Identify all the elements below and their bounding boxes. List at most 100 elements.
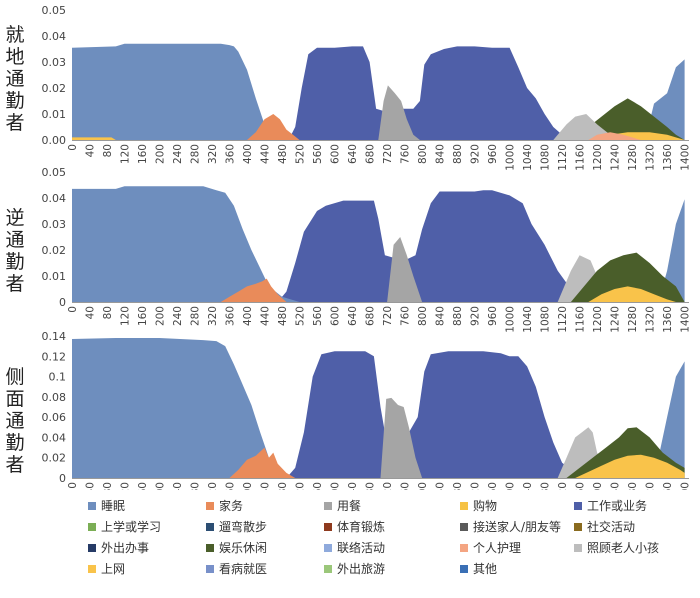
area-睡眠	[72, 338, 685, 478]
area-个人护理	[588, 132, 641, 140]
x-tick-label: 320	[207, 144, 219, 164]
legend-swatch	[88, 502, 96, 510]
area-睡眠	[72, 43, 685, 140]
legend-swatch	[460, 502, 468, 510]
legend-item: 用餐	[324, 498, 361, 514]
legend-swatch	[206, 523, 214, 531]
legend-swatch	[324, 502, 332, 510]
panel-0: 0.00 0.01 0.02 0.03 0.04 0.05 0 40 80 120 160 200 24…	[42, 4, 692, 171]
legend-label: 用餐	[337, 499, 362, 513]
y-tick-label: 0.05	[42, 4, 67, 17]
legend-swatch	[206, 565, 214, 573]
x-tick-label: 0	[67, 482, 79, 489]
x-tick-label: 560	[312, 306, 324, 326]
x-tick-label: 480	[277, 306, 289, 326]
legend-swatch	[88, 544, 96, 552]
legend-swatch	[206, 502, 214, 510]
x-tick-label: 800	[417, 144, 429, 164]
x-tick-label: 400	[242, 144, 254, 164]
y-tick-label: 0.06	[42, 411, 67, 424]
legend-swatch	[324, 544, 332, 552]
x-tick-label: 880	[452, 482, 464, 490]
y-tick-label: 0.08	[42, 391, 67, 404]
legend-item: 工作或业务	[574, 498, 647, 514]
legend-item: 社交活动	[574, 519, 635, 535]
x-tick-label: 1000	[505, 306, 517, 333]
x-tick-label: 640	[347, 144, 359, 164]
x-tick-label: 480	[277, 144, 289, 164]
x-tick-label: 160	[137, 482, 149, 490]
x-tick-label: 1160	[575, 306, 587, 333]
x-tick-label: 1240	[610, 306, 622, 333]
area-用餐	[380, 397, 423, 478]
x-tick-label: 1040	[522, 482, 534, 490]
x-tick-label: 1080	[540, 306, 552, 333]
area-家务	[220, 278, 287, 302]
x-tick-label: 760	[400, 482, 412, 490]
x-tick-label: 1320	[645, 306, 657, 333]
legend-item: 外出办事	[88, 540, 149, 556]
x-tick-label: 760	[400, 144, 412, 164]
legend-item: 遛弯散步	[206, 519, 267, 535]
x-tick-label: 960	[487, 144, 499, 164]
x-tick-label: 520	[295, 306, 307, 326]
x-tick-label: 1280	[627, 482, 639, 490]
x-tick-label: 120	[120, 306, 132, 326]
legend-item: 购物	[460, 498, 497, 514]
panel-label-side: 侧面通勤者	[5, 366, 25, 476]
x-tick-label: 920	[470, 144, 482, 164]
legend-label: 娱乐休闲	[219, 541, 268, 555]
x-tick-label: 760	[400, 306, 412, 326]
legend-label: 家务	[219, 499, 244, 513]
legend-label: 上网	[101, 562, 126, 576]
x-tick-label: 1360	[662, 306, 674, 333]
legend-label: 体育锻炼	[337, 520, 386, 534]
x-tick-label: 560	[312, 482, 324, 490]
y-tick-label: 0.01	[42, 108, 67, 121]
x-tick-label: 1400	[680, 144, 692, 171]
legend-swatch	[324, 523, 332, 531]
x-tick-label: 680	[365, 482, 377, 490]
legend-swatch	[88, 523, 96, 531]
x-tick-label: 40	[85, 482, 97, 490]
legend-label: 接送家人/朋友等	[473, 520, 562, 534]
x-tick-label: 280	[190, 144, 202, 164]
x-tick-label: 440	[260, 306, 272, 326]
legend-swatch	[460, 523, 468, 531]
legend-swatch	[324, 565, 332, 573]
legend-item: 照顾老人小孩	[574, 540, 659, 556]
y-tick-label: 0.01	[42, 270, 67, 283]
area-家务	[229, 447, 296, 478]
y-tick-label: 0.03	[42, 218, 67, 231]
area-用餐	[387, 237, 423, 302]
x-tick-label: 240	[172, 144, 184, 164]
x-tick-label: 160	[137, 306, 149, 326]
y-tick-label: 0.04	[42, 192, 67, 205]
x-tick-label: 1040	[522, 306, 534, 333]
area-工作或业务	[286, 351, 589, 478]
panel-label-reverse: 逆通勤者	[5, 207, 25, 295]
x-tick-label: 280	[190, 482, 202, 490]
area-家务	[247, 114, 300, 140]
charts-svg: 0.00 0.01 0.02 0.03 0.04 0.05 0 40 80 120 160 200 24…	[42, 4, 692, 490]
legend-swatch	[574, 523, 582, 531]
x-tick-label: 40	[85, 144, 97, 157]
x-tick-label: 1040	[522, 144, 534, 171]
y-tick-label: 0.04	[42, 431, 67, 444]
x-tick-label: 400	[242, 306, 254, 326]
x-tick-label: 160	[137, 144, 149, 164]
legend-label: 工作或业务	[587, 499, 648, 513]
x-tick-label: 520	[295, 482, 307, 490]
x-tick-label: 1240	[610, 144, 622, 171]
x-tick-label: 200	[155, 144, 167, 164]
x-tick-label: 1360	[662, 482, 674, 490]
x-tick-label: 1400	[680, 306, 692, 333]
x-tick-label: 600	[330, 144, 342, 164]
x-tick-label: 680	[365, 306, 377, 326]
x-tick-label: 1280	[627, 306, 639, 333]
legend-label: 外出旅游	[337, 562, 386, 576]
legend-label: 上学或学习	[101, 520, 162, 534]
area-睡眠	[72, 186, 685, 302]
x-tick-label: 1320	[645, 482, 657, 490]
